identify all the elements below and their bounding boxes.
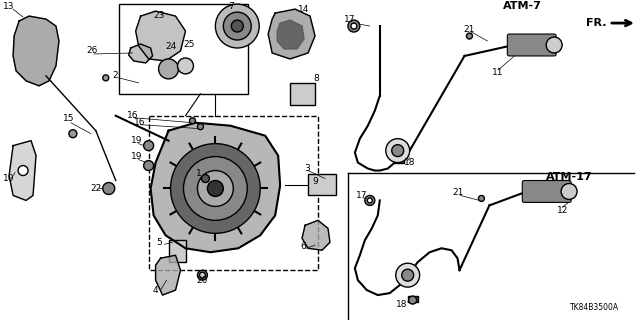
Polygon shape bbox=[268, 9, 315, 59]
Text: 21: 21 bbox=[463, 25, 475, 34]
Circle shape bbox=[392, 145, 404, 156]
Text: 25: 25 bbox=[184, 41, 195, 50]
Text: 17: 17 bbox=[344, 15, 355, 24]
Bar bbox=[408, 296, 418, 302]
Text: 12: 12 bbox=[557, 206, 568, 215]
Text: 9: 9 bbox=[312, 177, 318, 186]
Circle shape bbox=[143, 161, 154, 171]
Circle shape bbox=[170, 144, 260, 233]
Circle shape bbox=[231, 20, 243, 32]
Text: 19: 19 bbox=[131, 136, 142, 145]
Polygon shape bbox=[150, 123, 280, 252]
Text: 21: 21 bbox=[452, 188, 464, 197]
Bar bbox=[148, 116, 318, 270]
Circle shape bbox=[202, 174, 209, 182]
Text: 2: 2 bbox=[113, 71, 118, 80]
FancyBboxPatch shape bbox=[508, 34, 556, 56]
Text: 23: 23 bbox=[154, 11, 165, 20]
Text: ATM-17: ATM-17 bbox=[546, 172, 593, 181]
Circle shape bbox=[216, 4, 259, 48]
Text: 17: 17 bbox=[356, 191, 367, 200]
Circle shape bbox=[177, 58, 193, 74]
Text: FR.: FR. bbox=[586, 18, 607, 28]
Text: 5: 5 bbox=[157, 238, 163, 247]
Text: 13: 13 bbox=[3, 2, 15, 11]
Bar bbox=[290, 83, 315, 105]
Circle shape bbox=[69, 130, 77, 138]
Polygon shape bbox=[9, 141, 36, 200]
Polygon shape bbox=[156, 255, 180, 295]
Circle shape bbox=[546, 37, 562, 53]
Text: 1: 1 bbox=[196, 169, 202, 178]
Text: 18: 18 bbox=[404, 158, 415, 167]
Text: 4: 4 bbox=[152, 286, 158, 295]
Text: ATM-7: ATM-7 bbox=[503, 1, 542, 11]
Circle shape bbox=[386, 139, 410, 163]
Circle shape bbox=[396, 263, 420, 287]
Text: TK84B3500A: TK84B3500A bbox=[570, 303, 619, 312]
Text: 14: 14 bbox=[298, 4, 310, 14]
Text: 11: 11 bbox=[492, 68, 504, 77]
Text: 22: 22 bbox=[91, 184, 102, 193]
Circle shape bbox=[207, 180, 223, 196]
Circle shape bbox=[18, 165, 28, 176]
Circle shape bbox=[348, 20, 360, 32]
Text: 20: 20 bbox=[196, 276, 208, 285]
Text: 10: 10 bbox=[3, 174, 15, 183]
Circle shape bbox=[367, 198, 372, 203]
Circle shape bbox=[223, 12, 252, 40]
Circle shape bbox=[143, 141, 154, 151]
Circle shape bbox=[200, 272, 205, 278]
Bar bbox=[308, 173, 336, 196]
Circle shape bbox=[467, 33, 472, 39]
Bar bbox=[119, 4, 248, 94]
Text: 16: 16 bbox=[134, 118, 145, 127]
Polygon shape bbox=[136, 11, 186, 61]
Polygon shape bbox=[129, 44, 152, 63]
Polygon shape bbox=[13, 16, 59, 86]
Polygon shape bbox=[302, 220, 330, 250]
Circle shape bbox=[479, 196, 484, 201]
Text: 24: 24 bbox=[166, 43, 177, 52]
Circle shape bbox=[189, 118, 195, 124]
Circle shape bbox=[409, 296, 417, 304]
Text: 19: 19 bbox=[131, 152, 142, 161]
Circle shape bbox=[365, 196, 375, 205]
FancyBboxPatch shape bbox=[522, 180, 571, 203]
Circle shape bbox=[159, 59, 179, 79]
Circle shape bbox=[351, 23, 357, 29]
Bar bbox=[394, 156, 404, 163]
Circle shape bbox=[198, 171, 234, 206]
Text: 7: 7 bbox=[228, 2, 234, 11]
Circle shape bbox=[561, 183, 577, 199]
Text: 26: 26 bbox=[87, 46, 98, 55]
Text: 3: 3 bbox=[304, 164, 310, 173]
Text: 8: 8 bbox=[313, 74, 319, 84]
Circle shape bbox=[103, 75, 109, 81]
Bar bbox=[168, 240, 186, 262]
Text: 6: 6 bbox=[300, 242, 306, 251]
Circle shape bbox=[198, 124, 204, 130]
Text: 15: 15 bbox=[63, 114, 74, 123]
Circle shape bbox=[402, 269, 413, 281]
Circle shape bbox=[184, 156, 247, 220]
Polygon shape bbox=[277, 20, 304, 49]
Text: 18: 18 bbox=[396, 300, 407, 308]
Text: 16: 16 bbox=[127, 111, 138, 120]
Circle shape bbox=[103, 182, 115, 195]
Circle shape bbox=[198, 270, 207, 280]
